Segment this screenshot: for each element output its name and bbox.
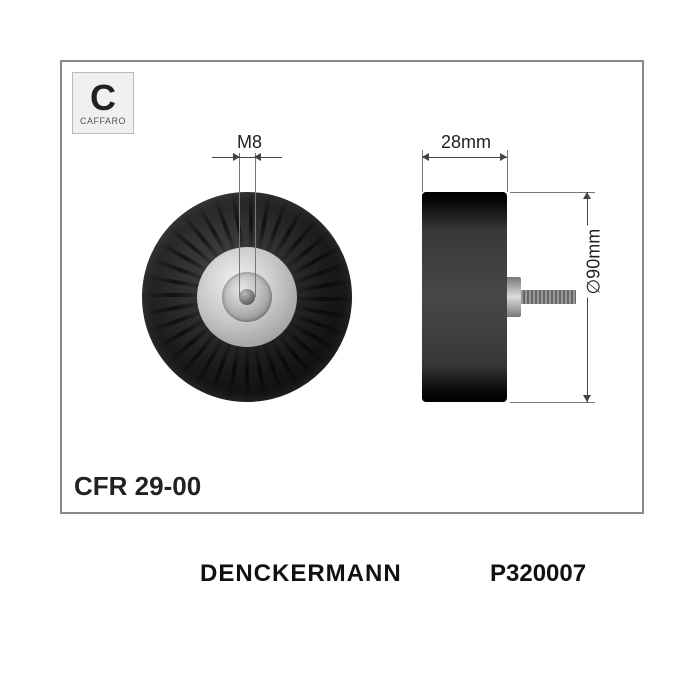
footer-part-number: P320007 [490,560,586,588]
dim-label-diameter: ∅90mm [584,226,605,298]
pulley-front-view [142,192,352,402]
dim-arrow [254,153,261,161]
technical-drawing-frame: C CAFFARO M8 28mm ∅90mm CFR 29-00 [60,60,644,514]
dim-arrow [583,395,591,402]
part-code: CFR 29-00 [74,471,201,502]
dim-label-width: 28mm [438,132,494,153]
ext-line [239,152,240,297]
dim-arrow [233,153,240,161]
pulley-side-hub [507,277,521,317]
dim-line-width [422,157,507,158]
pulley-side-body [422,192,507,402]
pulley-bolt-head [239,289,255,305]
pulley-side-bolt [521,290,576,304]
brand-logo: C CAFFARO [72,72,134,134]
dim-arrow [500,153,507,161]
logo-subtext: CAFFARO [80,116,126,126]
logo-letter: C [90,80,116,116]
ext-line [510,402,595,403]
dim-arrow [583,192,591,199]
dim-label-bolt: M8 [234,132,265,153]
dim-line-bolt [212,157,282,158]
footer-brand: DENCKERMANN [200,560,402,588]
ext-line [507,150,508,192]
dim-arrow [422,153,429,161]
ext-line [255,152,256,297]
